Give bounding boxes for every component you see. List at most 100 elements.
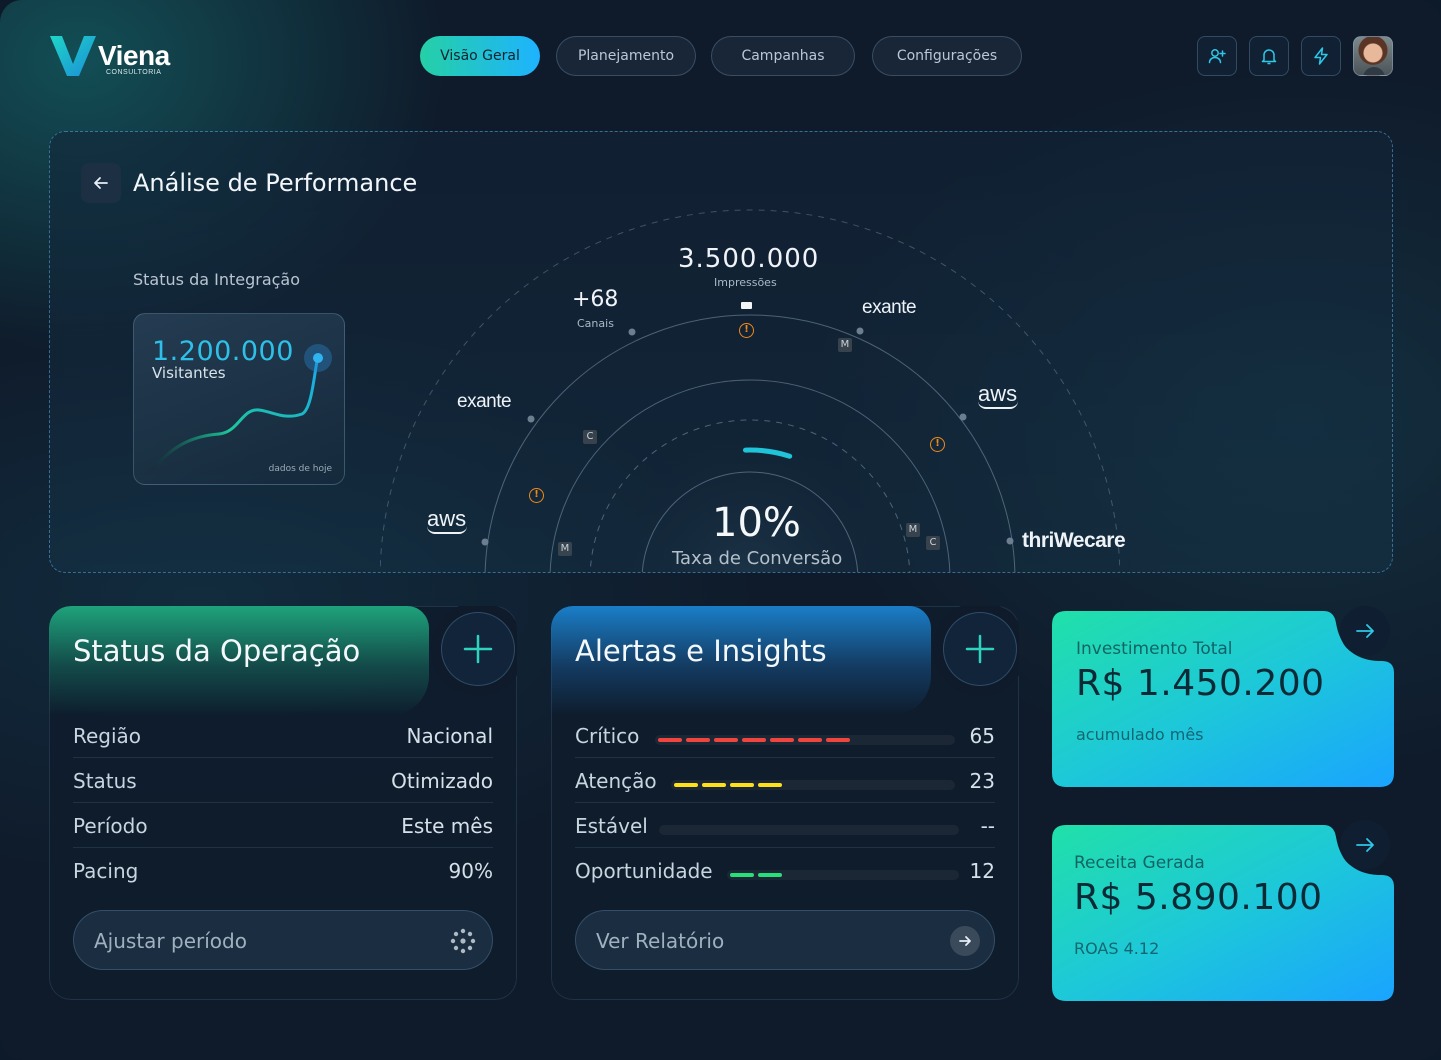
tab-visao-geral[interactable]: Visão Geral	[420, 36, 540, 76]
investment-total-card[interactable]: Investimento Total R$ 1.450.200 acumulad…	[1052, 611, 1394, 787]
row-key: Período	[73, 814, 148, 838]
revenue-card[interactable]: Receita Gerada R$ 5.890.100 ROAS 4.12	[1052, 825, 1394, 1001]
plus-icon	[463, 634, 493, 664]
row-key: Pacing	[73, 859, 139, 883]
impressions-label: Impressões	[714, 276, 777, 289]
tab-campanhas[interactable]: Campanhas	[711, 36, 855, 76]
alert-row-critico[interactable]: Crítico 65	[575, 714, 995, 758]
back-button[interactable]	[81, 163, 121, 203]
marker-m: M	[838, 338, 852, 352]
alert-bar-fill	[674, 783, 783, 787]
table-row: Pacing 90%	[73, 849, 493, 893]
loading-spinner-icon	[448, 926, 478, 956]
operation-title: Status da Operação	[73, 634, 361, 668]
row-key: Região	[73, 724, 142, 748]
alert-count: --	[980, 814, 995, 838]
alert-bar	[727, 870, 959, 880]
arrow-right-icon	[950, 926, 980, 956]
visitors-card[interactable]: 1.200.000 Visitantes dados de hoje	[133, 313, 345, 485]
row-value: 90%	[448, 859, 493, 883]
add-alert-button[interactable]	[943, 612, 1017, 686]
visitors-trend-line	[150, 344, 332, 472]
impressions-marker	[741, 302, 752, 309]
tab-configuracoes[interactable]: Configurações	[872, 36, 1022, 76]
alert-level-label: Atenção	[575, 769, 657, 793]
visitors-value: 1.200.000	[152, 336, 294, 367]
arrow-right-icon	[1356, 838, 1374, 852]
marker-m: M	[558, 542, 572, 556]
view-report-button[interactable]: Ver Relatório	[575, 910, 995, 970]
lightning-icon	[1314, 47, 1328, 65]
row-value: Este mês	[401, 814, 493, 838]
table-row: Período Este mês	[73, 804, 493, 848]
table-row: Região Nacional	[73, 714, 493, 758]
add-operation-button[interactable]	[441, 612, 515, 686]
alert-bar-fill	[730, 873, 783, 877]
alert-level-label: Oportunidade	[575, 859, 713, 883]
row-value: Nacional	[406, 724, 494, 748]
tab-planejamento[interactable]: Planejamento	[556, 36, 696, 76]
visitors-label: Visitantes	[152, 364, 226, 382]
row-value: Otimizado	[391, 769, 493, 793]
plus-icon	[965, 634, 995, 664]
investment-card-shape	[1052, 611, 1394, 787]
partner-logo-aws-2: aws	[978, 381, 1018, 409]
visitors-footnote: dados de hoje	[268, 464, 332, 474]
warning-icon[interactable]: !	[930, 437, 945, 452]
warning-icon[interactable]: !	[529, 488, 544, 503]
revenue-value: R$ 5.890.100	[1074, 877, 1323, 918]
investment-footnote: acumulado mês	[1076, 725, 1204, 744]
conversion-value: 10%	[712, 500, 801, 546]
revenue-open-button[interactable]	[1340, 820, 1390, 870]
alert-bar-fill	[658, 738, 851, 742]
notifications-button[interactable]	[1249, 36, 1289, 76]
add-user-icon	[1208, 49, 1226, 64]
table-row: Status Otimizado	[73, 759, 493, 803]
warning-icon[interactable]: !	[739, 323, 754, 338]
row-key: Status	[73, 769, 137, 793]
channels-value: +68	[572, 287, 619, 312]
alerts-title: Alertas e Insights	[575, 634, 827, 668]
revenue-label: Receita Gerada	[1074, 853, 1205, 873]
arrow-left-icon	[94, 177, 108, 189]
brand-logo[interactable]: Viena CONSULTORIA	[48, 32, 178, 80]
revenue-card-shape	[1052, 825, 1394, 1001]
alert-count: 12	[969, 859, 995, 883]
alert-level-label: Estável	[575, 814, 648, 838]
page-title: Análise de Performance	[133, 169, 418, 197]
conversion-arc-gauge	[380, 209, 1120, 572]
arrow-right-icon	[1356, 624, 1374, 638]
operation-status-card: Status da Operação Região Nacional Statu…	[49, 606, 517, 1000]
viena-logo-icon	[50, 36, 96, 76]
investment-label: Investimento Total	[1076, 639, 1233, 659]
adjust-period-label: Ajustar período	[94, 929, 247, 953]
avatar[interactable]	[1353, 36, 1393, 76]
alert-row-estavel[interactable]: Estável --	[575, 804, 995, 848]
alert-level-label: Crítico	[575, 724, 640, 748]
investment-value: R$ 1.450.200	[1076, 663, 1325, 704]
quick-actions-button[interactable]	[1301, 36, 1341, 76]
partner-logo-exante-2: exante	[862, 297, 917, 318]
conversion-progress-arc	[743, 447, 793, 459]
partner-logo-thrivecare: thriWecare	[1022, 529, 1126, 552]
channels-label: Canais	[577, 317, 614, 330]
conversion-label: Taxa de Conversão	[672, 548, 843, 569]
alert-bar-fill	[659, 825, 959, 835]
alert-count: 65	[969, 724, 995, 748]
adjust-period-button[interactable]: Ajustar período	[73, 910, 493, 970]
alert-count: 23	[969, 769, 995, 793]
marker-c: C	[926, 536, 940, 550]
alert-row-oportunidade[interactable]: Oportunidade 12	[575, 849, 995, 893]
marker-m: M	[906, 523, 920, 537]
partner-logo-exante: exante	[457, 391, 512, 412]
brand-subtitle: CONSULTORIA	[106, 69, 162, 76]
alert-bar	[671, 780, 955, 790]
investment-open-button[interactable]	[1340, 606, 1390, 656]
impressions-value: 3.500.000	[678, 244, 820, 274]
alert-row-atencao[interactable]: Atenção 23	[575, 759, 995, 803]
add-user-button[interactable]	[1197, 36, 1237, 76]
alert-bar	[659, 825, 959, 835]
alert-bar	[655, 735, 955, 745]
partner-logo-aws: aws	[427, 506, 467, 534]
